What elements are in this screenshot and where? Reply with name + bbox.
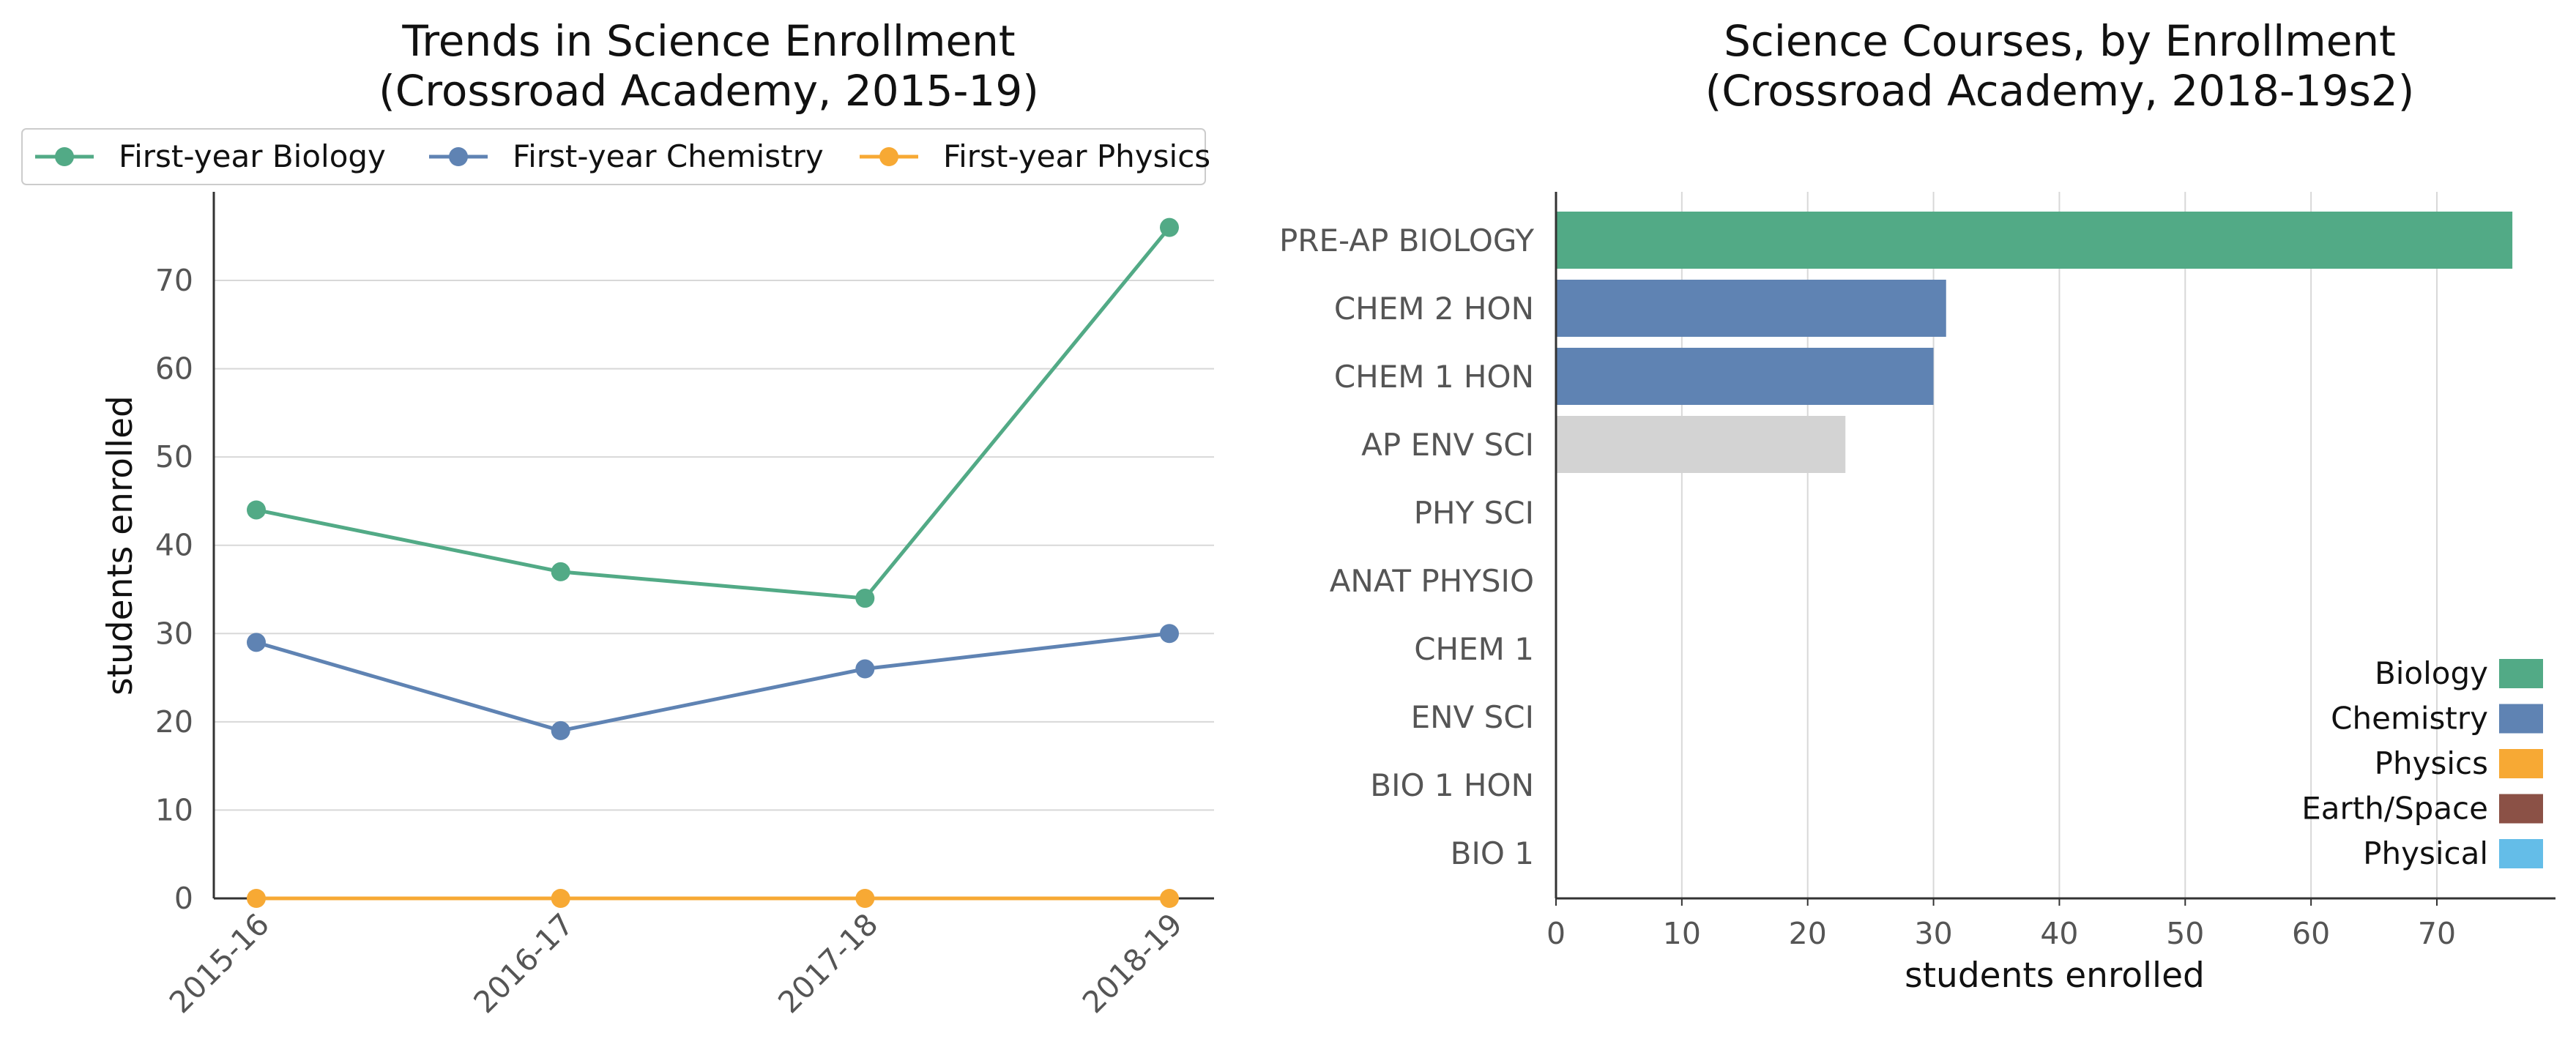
- y-tick-label: 10: [155, 792, 193, 827]
- data-point: [855, 659, 875, 679]
- y-tick-label: 50: [155, 439, 193, 474]
- category-label: CHEM 1: [1414, 631, 1534, 667]
- legend-label: Physics: [2375, 745, 2488, 781]
- data-point: [247, 500, 266, 520]
- y-tick-label: 30: [155, 616, 193, 651]
- data-point: [551, 720, 570, 740]
- category-label: ANAT PHYSIO: [1330, 563, 1534, 599]
- data-point: [1160, 217, 1179, 237]
- legend-swatch: [2499, 839, 2543, 868]
- data-point: [1160, 624, 1179, 644]
- category-label: PRE-AP BIOLOGY: [1279, 223, 1534, 258]
- y-axis-label: students enrolled: [100, 395, 141, 696]
- bar-chart: Science Courses, by Enrollment(Crossroad…: [1279, 16, 2555, 996]
- bar: [1556, 280, 1946, 337]
- bar: [1556, 212, 2513, 269]
- y-tick-label: 0: [174, 881, 193, 916]
- legend-swatch: [2499, 704, 2543, 734]
- x-tick-label: 2016-17: [467, 906, 581, 1020]
- legend-swatch: [2499, 794, 2543, 824]
- y-tick-label: 20: [155, 704, 193, 740]
- category-label: BIO 1 HON: [1370, 767, 1534, 803]
- legend-label: Earth/Space: [2301, 791, 2488, 827]
- legend-label: Chemistry: [2331, 701, 2488, 737]
- series-line: [256, 631, 1170, 733]
- category-label: AP ENV SCI: [1361, 427, 1534, 463]
- legend: First-year Biology First-year Chemistry Fi…: [21, 128, 1210, 185]
- data-point: [1160, 889, 1179, 908]
- legend-frame: [21, 128, 1206, 185]
- category-label: ENV SCI: [1411, 699, 1534, 735]
- x-tick-label: 50: [2166, 916, 2204, 951]
- data-point: [551, 562, 570, 581]
- x-tick-label: 2017-18: [771, 906, 885, 1020]
- legend-label: Biology: [2375, 655, 2488, 691]
- x-tick-label: 2018-19: [1076, 906, 1189, 1020]
- data-point: [551, 889, 570, 908]
- legend-swatch: [2499, 659, 2543, 688]
- category-label: PHY SCI: [1414, 495, 1534, 531]
- chart-title-line: Trends in Science Enrollment: [401, 16, 1015, 66]
- x-tick-label: 40: [2040, 916, 2078, 951]
- x-axis-label: students enrolled: [1905, 955, 2205, 996]
- category-label: CHEM 1 HON: [1334, 359, 1534, 395]
- legend-label: First-year Physics: [943, 138, 1210, 174]
- series-line: [256, 226, 1171, 600]
- x-tick-label: 0: [1546, 916, 1566, 951]
- data-point: [247, 889, 266, 908]
- legend-label: First-year Chemistry: [513, 138, 824, 174]
- chart-title-line: (Crossroad Academy, 2018-19s2): [1705, 66, 2415, 116]
- x-tick-label: 60: [2292, 916, 2330, 951]
- category-label: BIO 1: [1451, 835, 1534, 871]
- x-tick-label: 10: [1663, 916, 1701, 951]
- y-tick-label: 70: [155, 263, 193, 298]
- category-label: CHEM 2 HON: [1334, 291, 1534, 327]
- chart-title-line: Science Courses, by Enrollment: [1724, 16, 2396, 66]
- x-tick-label: 70: [2418, 916, 2456, 951]
- legend-label: Physical: [2363, 835, 2488, 871]
- legend-label: First-year Biology: [119, 138, 386, 174]
- data-point: [247, 633, 266, 652]
- legend-marker: [879, 147, 898, 166]
- legend-marker: [449, 147, 468, 166]
- y-tick-label: 40: [155, 528, 193, 563]
- data-point: [855, 589, 875, 608]
- x-tick-label: 20: [1789, 916, 1827, 951]
- line-chart: Trends in Science Enrollment(Crossroad A…: [21, 16, 1214, 1020]
- bar: [1556, 348, 1934, 405]
- chart-title-line: (Crossroad Academy, 2015-19): [379, 66, 1039, 116]
- x-tick-label: 30: [1914, 916, 1952, 951]
- x-tick-label: 2015-16: [163, 906, 276, 1020]
- legend-swatch: [2499, 749, 2543, 778]
- legend: Biology Chemistry Physics Earth/Space Physic…: [2301, 655, 2543, 871]
- data-point: [855, 889, 875, 908]
- y-tick-label: 60: [155, 351, 193, 387]
- bar: [1556, 416, 1846, 473]
- legend-marker: [55, 147, 74, 166]
